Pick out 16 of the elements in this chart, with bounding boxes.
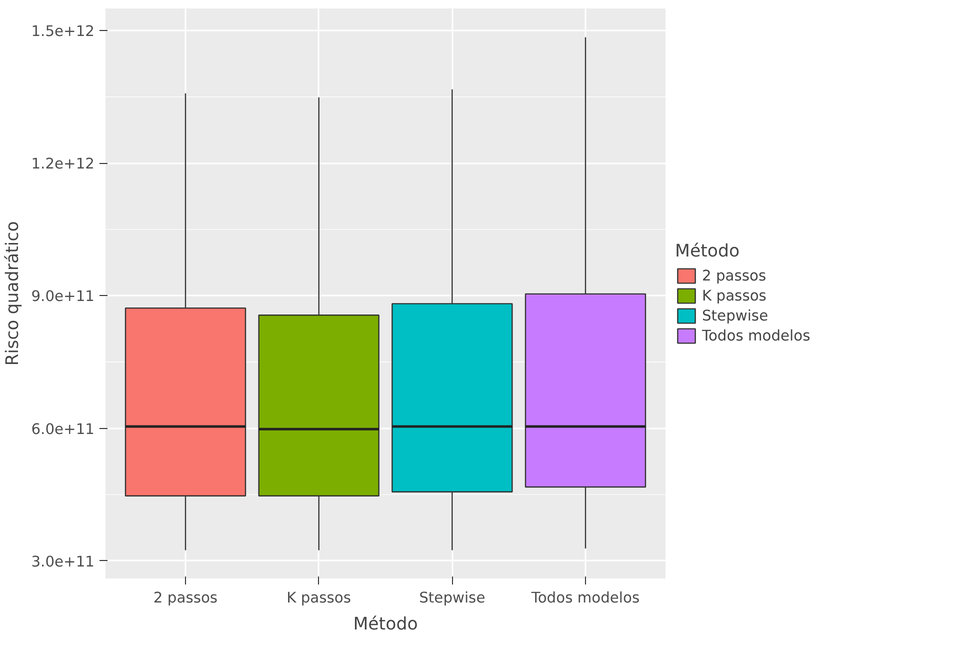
- legend-label: K passos: [702, 287, 766, 304]
- y-tick-label: 3.0e+11: [31, 553, 95, 570]
- y-tick-label: 6.0e+11: [31, 420, 95, 438]
- legend-label: 2 passos: [702, 267, 766, 284]
- legend-title: Método: [675, 242, 741, 262]
- y-tick-label: 1.5e+12: [31, 23, 95, 40]
- x-tick-label: Todos modelos: [530, 590, 640, 606]
- x-tick-label: 2 passos: [153, 590, 218, 606]
- x-tick-label: K passos: [286, 590, 352, 606]
- y-tick-label: 1.2e+12: [31, 156, 95, 173]
- x-axis-title: Método: [353, 614, 418, 634]
- x-tick-label: Stepwise: [419, 590, 486, 606]
- y-tick-label: 9.0e+11: [31, 288, 95, 306]
- legend-label: Stepwise: [702, 307, 768, 324]
- y-axis-title: Risco quadrático: [3, 221, 24, 366]
- legend-label: Todos modelos: [702, 327, 810, 344]
